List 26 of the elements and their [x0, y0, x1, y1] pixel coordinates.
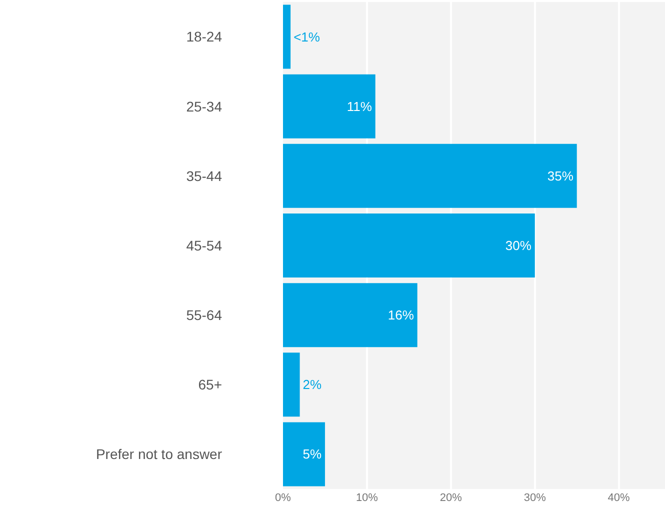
x-tick-label: 30%	[524, 492, 546, 504]
data-label: <1%	[294, 29, 320, 44]
x-tick-label: 20%	[440, 492, 462, 504]
data-label: 35%	[547, 168, 574, 184]
bar	[283, 4, 291, 69]
y-tick-label: 55-64	[186, 306, 222, 323]
bar	[283, 422, 325, 486]
bar	[283, 74, 376, 138]
y-tick-label: 35-44	[186, 168, 222, 184]
x-tick-label: 0%	[275, 492, 292, 504]
bar	[283, 352, 300, 417]
data-label: 5%	[302, 446, 322, 462]
data-label: 2%	[302, 377, 322, 392]
bar	[283, 144, 577, 208]
x-tick-label: 10%	[356, 492, 378, 504]
y-tick-label: 65+	[198, 376, 222, 393]
y-tick-label: Prefer not to answer	[96, 446, 222, 462]
x-tick-label: 40%	[608, 492, 630, 504]
y-tick-label: 18-24	[186, 28, 222, 45]
data-label: 16%	[388, 308, 414, 323]
bar	[283, 283, 418, 348]
y-tick-label: 45-54	[186, 237, 222, 254]
bar	[283, 214, 535, 278]
y-tick-label: 25-34	[186, 98, 222, 114]
data-label: 30%	[505, 238, 532, 253]
data-label: 11%	[346, 98, 372, 114]
